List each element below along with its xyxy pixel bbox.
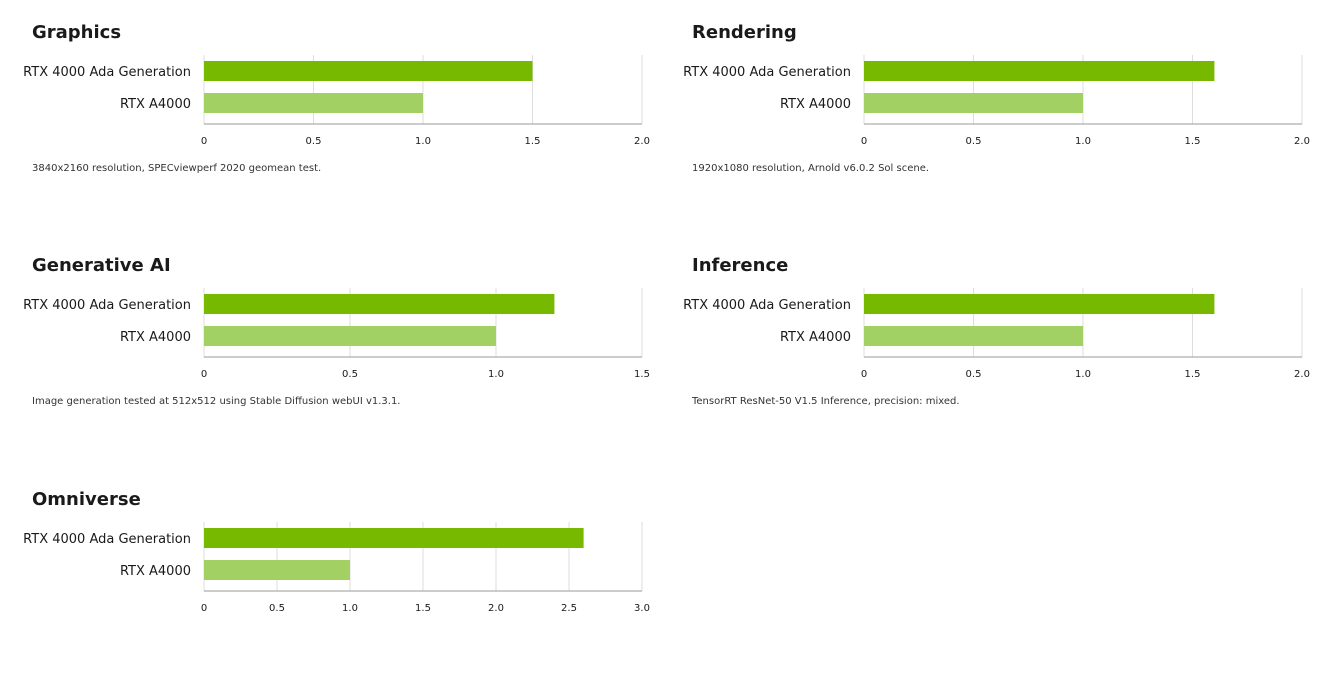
x-tick-label: 3.0 bbox=[634, 603, 650, 614]
x-tick-label: 1.5 bbox=[634, 369, 650, 380]
x-tick-label: 2.0 bbox=[1294, 369, 1310, 380]
x-tick-label: 2.0 bbox=[634, 136, 650, 147]
chart-title: Graphics bbox=[32, 22, 122, 43]
chart-panel-rendering: Rendering 0 0.5 1.0 1.5 2.0 RTX 4000 Ada Gene… bbox=[683, 22, 1332, 222]
chart-title: Rendering bbox=[692, 22, 797, 43]
x-tick-label: 0 bbox=[201, 603, 207, 614]
chart-title: Generative AI bbox=[32, 255, 171, 276]
chart-panel-inference: Inference 0 0.5 1.0 1.5 2.0 RTX 4000 Ada Gene… bbox=[683, 255, 1332, 455]
x-tick-label: 1.5 bbox=[1185, 369, 1201, 380]
category-label: RTX 4000 Ada Generation bbox=[23, 532, 191, 547]
category-label: RTX A4000 bbox=[120, 564, 191, 579]
chart-footnote: TensorRT ResNet-50 V1.5 Inference, preci… bbox=[692, 396, 960, 407]
x-tick-label: 1.0 bbox=[1075, 136, 1091, 147]
x-tick-label: 1.0 bbox=[342, 603, 358, 614]
x-tick-label: 1.5 bbox=[415, 603, 431, 614]
bar bbox=[864, 294, 1215, 314]
chart-panel-generative-ai: Generative AI 0 0.5 1.0 1.5 RTX 4000 Ada Gen… bbox=[23, 255, 672, 455]
bar bbox=[864, 326, 1083, 346]
chart-panel-graphics: Graphics 0 0.5 1.0 1.5 2.0 RTX 4000 Ada Gener… bbox=[23, 22, 672, 222]
x-tick-label: 2.0 bbox=[488, 603, 504, 614]
bar bbox=[864, 61, 1215, 81]
chart-footnote: Image generation tested at 512x512 using… bbox=[32, 396, 401, 407]
category-label: RTX A4000 bbox=[120, 97, 191, 112]
bar-chart-inference: 0 0.5 1.0 1.5 2.0 RTX 4000 Ada Generation RTX … bbox=[683, 288, 1310, 380]
x-tick-label: 0.5 bbox=[966, 136, 982, 147]
bar bbox=[204, 93, 423, 113]
x-tick-label: 1.5 bbox=[1185, 136, 1201, 147]
category-label: RTX 4000 Ada Generation bbox=[683, 65, 851, 80]
x-tick-label: 1.0 bbox=[415, 136, 431, 147]
chart-footnote: 1920x1080 resolution, Arnold v6.0.2 Sol … bbox=[692, 163, 930, 174]
x-tick-label: 1.0 bbox=[488, 369, 504, 380]
x-tick-label: 0 bbox=[861, 369, 867, 380]
x-tick-label: 0 bbox=[861, 136, 867, 147]
bar-chart-rendering: 0 0.5 1.0 1.5 2.0 RTX 4000 Ada Generation RTX … bbox=[683, 55, 1310, 147]
category-label: RTX A4000 bbox=[780, 330, 851, 345]
category-label: RTX 4000 Ada Generation bbox=[23, 65, 191, 80]
x-tick-label: 0.5 bbox=[966, 369, 982, 380]
x-tick-label: 0 bbox=[201, 369, 207, 380]
bar bbox=[204, 61, 533, 81]
x-tick-label: 1.0 bbox=[1075, 369, 1091, 380]
category-label: RTX 4000 Ada Generation bbox=[683, 298, 851, 313]
x-tick-label: 2.5 bbox=[561, 603, 577, 614]
x-tick-label: 0.5 bbox=[269, 603, 285, 614]
chart-title: Inference bbox=[692, 255, 789, 276]
chart-panel-omniverse: Omniverse 0 0.5 1.0 1.5 2.0 2.5 3.0 RTX 4000 Ad… bbox=[23, 489, 672, 689]
x-tick-label: 0 bbox=[201, 136, 207, 147]
chart-footnote: 3840x2160 resolution, SPECviewperf 2020 … bbox=[32, 163, 322, 174]
bar bbox=[204, 326, 496, 346]
category-label: RTX A4000 bbox=[780, 97, 851, 112]
bar bbox=[204, 294, 555, 314]
category-label: RTX 4000 Ada Generation bbox=[23, 298, 191, 313]
category-label: RTX A4000 bbox=[120, 330, 191, 345]
bar bbox=[204, 560, 350, 580]
bar bbox=[864, 93, 1083, 113]
x-tick-label: 2.0 bbox=[1294, 136, 1310, 147]
bar-chart-omniverse: 0 0.5 1.0 1.5 2.0 2.5 3.0 RTX 4000 Ada Generati… bbox=[23, 522, 650, 614]
chart-title: Omniverse bbox=[32, 489, 141, 510]
x-tick-label: 1.5 bbox=[525, 136, 541, 147]
bar-chart-graphics: 0 0.5 1.0 1.5 2.0 RTX 4000 Ada Generation RTX … bbox=[23, 55, 650, 147]
bar bbox=[204, 528, 584, 548]
x-tick-label: 0.5 bbox=[306, 136, 322, 147]
x-tick-label: 0.5 bbox=[342, 369, 358, 380]
bar-chart-generative-ai: 0 0.5 1.0 1.5 RTX 4000 Ada Generation RTX A40… bbox=[23, 288, 650, 380]
